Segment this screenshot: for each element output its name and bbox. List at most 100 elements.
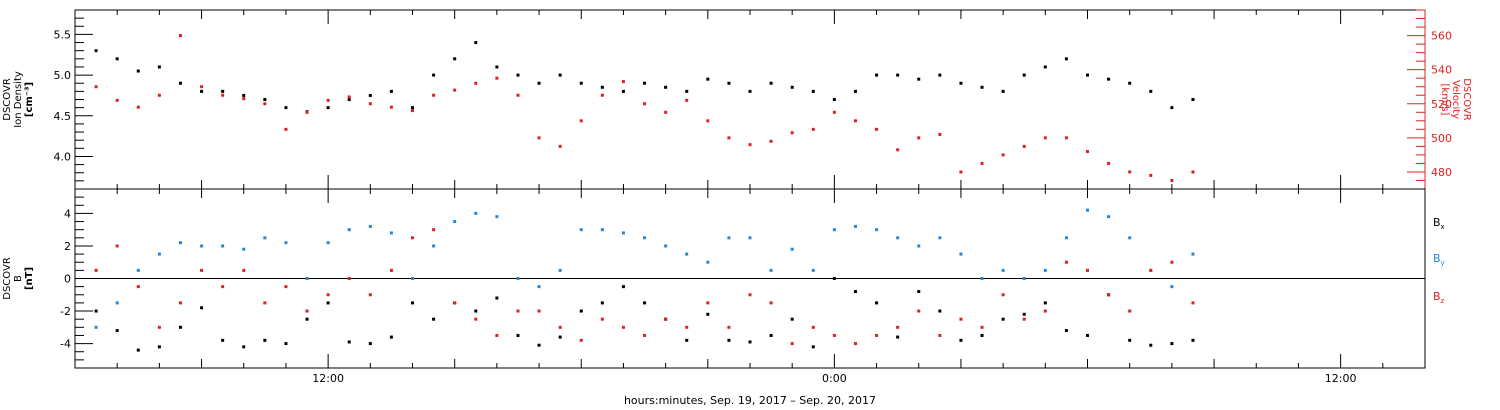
by-point (136, 268, 140, 272)
velocity-point (284, 127, 288, 131)
bz-point (558, 325, 562, 329)
by-point (495, 215, 499, 219)
velocity-point (1107, 161, 1111, 165)
by-point (664, 244, 668, 248)
bx-point (1064, 329, 1068, 333)
bx-point (516, 333, 520, 337)
by-point (1043, 268, 1047, 272)
bx-point (94, 309, 98, 313)
by-point (94, 325, 98, 329)
b-tick-label: 0 (64, 273, 71, 286)
by-point (516, 277, 520, 280)
velocity-point (432, 93, 436, 97)
by-point (284, 241, 288, 245)
bx-point (832, 277, 836, 280)
density-point (959, 81, 963, 85)
velocity-point (136, 105, 140, 109)
density-point (284, 106, 288, 110)
bz-point (959, 317, 963, 321)
density-point (643, 81, 647, 85)
velocity-point (389, 105, 393, 109)
velocity-point (495, 76, 499, 80)
bx-point (326, 301, 330, 305)
velocity-point (411, 109, 414, 113)
density-axis-title-line2: Ion Density (13, 71, 24, 128)
velocity-point (727, 136, 731, 140)
density-point (263, 98, 267, 101)
by-point (811, 268, 815, 272)
by-point (347, 228, 351, 232)
bz-point (94, 268, 98, 272)
bz-point (853, 342, 857, 346)
velocity-point (980, 161, 984, 165)
velocity-point (516, 93, 520, 97)
density-point (811, 89, 815, 93)
bx-point (1191, 338, 1195, 342)
by-point (432, 244, 436, 248)
velocity-point (1191, 170, 1195, 174)
density-point (938, 73, 942, 77)
by-point (896, 236, 900, 240)
by-point (178, 241, 182, 245)
bz-point (811, 325, 815, 329)
bz-point (685, 325, 689, 329)
bx-point (1022, 312, 1026, 316)
density-tick-label: 4.0 (54, 150, 72, 163)
by-point (326, 241, 330, 245)
by-point (621, 231, 625, 235)
bz-point (643, 333, 647, 337)
density-axis-title-line1: DSCOVR (2, 78, 13, 121)
by-point (579, 228, 583, 232)
velocity-tick-label: 560 (1431, 30, 1452, 43)
by-point (368, 224, 372, 228)
velocity-point (1022, 144, 1026, 148)
bx-point (600, 301, 604, 305)
bx-point (853, 290, 857, 294)
bx-point (200, 306, 204, 310)
by-point (727, 236, 731, 240)
velocity-point (1001, 153, 1005, 157)
x-tick-label: 12:00 (312, 372, 344, 385)
density-point (727, 81, 731, 85)
velocity-point (1064, 136, 1068, 140)
bz-point (938, 333, 942, 337)
velocity-axis-title-line2: Velocity (1450, 80, 1461, 119)
by-point (474, 211, 478, 215)
bz-point (1043, 309, 1047, 313)
bz-point (1149, 268, 1153, 272)
bx-point (1170, 342, 1174, 346)
velocity-point (664, 110, 668, 114)
by-point (537, 285, 541, 289)
velocity-axis-title-line1: DSCOVR (1461, 78, 1472, 121)
by-point (790, 247, 794, 251)
velocity-point (600, 93, 604, 97)
bz-point (600, 317, 604, 321)
density-point (1149, 89, 1153, 93)
density-point (790, 85, 794, 89)
bx-point (685, 338, 689, 342)
velocity-tick-label: 540 (1431, 64, 1452, 77)
b-tick-label: 2 (64, 240, 71, 253)
bz-point (980, 325, 984, 329)
legend-bz-subscript: z (1441, 297, 1445, 305)
velocity-point (621, 80, 625, 84)
velocity-point (748, 143, 752, 147)
by-point (643, 236, 647, 240)
bz-point (157, 325, 161, 329)
bz-point (326, 293, 330, 297)
density-point (832, 98, 836, 101)
bx-point (727, 338, 731, 342)
by-point (558, 268, 562, 272)
bx-point (115, 329, 119, 333)
bz-point (242, 268, 246, 272)
velocity-tick-label: 520 (1431, 98, 1452, 111)
bz-point (284, 285, 288, 289)
density-point (94, 49, 98, 53)
legend-bx-subscript: x (1441, 223, 1445, 231)
by-point (1191, 252, 1195, 256)
by-point (221, 244, 225, 248)
bx-point (136, 348, 140, 352)
velocity-axis-title-line3: [km/s] (1439, 84, 1450, 116)
density-point (1170, 106, 1174, 110)
